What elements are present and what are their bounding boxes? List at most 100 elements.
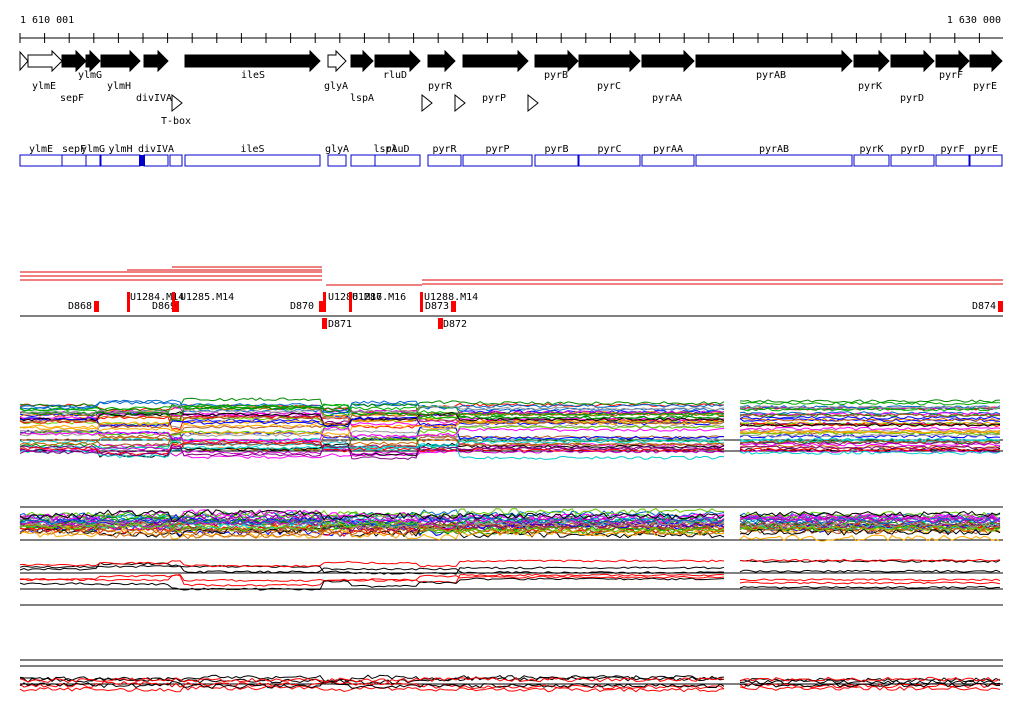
track-line [19, 680, 1001, 689]
marker [349, 292, 352, 312]
ruler-end: 1 630 000 [947, 15, 1001, 26]
gene-box-label: pyrB [544, 144, 568, 155]
gene-box-label: ylmE [29, 144, 53, 155]
marker-label: D869 [152, 301, 176, 312]
gene-label: pyrAB [756, 70, 786, 81]
gene-label: ylmG [78, 70, 102, 81]
gene-label: rluD [383, 70, 407, 81]
gene-box-label: pyrR [432, 144, 457, 155]
gene-box [184, 154, 321, 167]
gene-arrow [85, 49, 101, 73]
track-line [19, 413, 1001, 429]
gene-box-label: ileS [240, 144, 264, 155]
track-line [19, 444, 1001, 460]
gene-box-label: rluD [385, 144, 409, 155]
marker-label: D872 [443, 319, 467, 330]
marker-label: U1285.M14 [180, 292, 234, 303]
marker-label: D871 [328, 319, 352, 330]
gene-label: glyA [324, 81, 348, 92]
track-line [19, 397, 1001, 414]
gene-label: pyrP [482, 93, 506, 104]
gene-label: pyrB [544, 70, 568, 81]
gene-box [534, 154, 579, 167]
gene-box [374, 154, 421, 167]
gene-box [327, 154, 347, 167]
gene-arrow [350, 49, 374, 73]
marker [94, 301, 99, 312]
gene-box [85, 154, 101, 167]
gene-box [169, 154, 183, 167]
gene-box [641, 154, 695, 167]
track-line [19, 674, 1001, 683]
gene-label: pyrK [858, 81, 882, 92]
gene-label: divIVA [136, 93, 172, 104]
track-line [19, 676, 1001, 684]
terminator [421, 93, 433, 113]
highlight [139, 155, 145, 166]
marker [438, 318, 443, 329]
gene-box-label: pyrD [900, 144, 924, 155]
gene-box [61, 154, 87, 167]
gene-box [853, 154, 890, 167]
marker-label: U1286.M16 [328, 292, 382, 303]
gene-box-label: pyrE [974, 144, 998, 155]
gene-box-label: pyrF [940, 144, 964, 155]
gene-arrow [143, 49, 169, 73]
gene-label: ileS [241, 70, 265, 81]
gene-arrow [462, 49, 529, 73]
gene-box-label: pyrAB [759, 144, 789, 155]
gene-arrow [969, 49, 1003, 73]
track-line [19, 519, 1001, 533]
terminator [454, 93, 466, 113]
track-line [19, 520, 1001, 535]
marker [319, 301, 324, 312]
ruler-start: 1 610 001 [20, 15, 74, 26]
marker-label: D868 [68, 301, 92, 312]
gene-box [969, 154, 1003, 167]
track-line [19, 577, 1001, 591]
gene-arrow [935, 49, 970, 73]
gene-label: pyrD [900, 93, 924, 104]
gene-arrow [100, 49, 141, 73]
gene-box-label: lspA [373, 144, 397, 155]
track-line [19, 401, 1000, 417]
gene-box [427, 154, 462, 167]
terminator [171, 93, 183, 113]
marker [420, 292, 423, 312]
track-line [19, 411, 1001, 428]
marker [323, 292, 326, 312]
gene-box-label: sepF [62, 144, 86, 155]
track-line [19, 573, 1001, 582]
marker [998, 301, 1003, 312]
gene-label: pyrF [939, 70, 963, 81]
track-line [19, 431, 1001, 449]
gene-arrow [427, 49, 456, 73]
gene-arrow [641, 49, 695, 73]
gene-box-label: ylmH [108, 144, 132, 155]
marker-label: D870 [290, 301, 314, 312]
gene-arrow [578, 49, 641, 73]
marker [451, 301, 456, 312]
track-line [19, 439, 1001, 456]
marker-label: D873 [425, 301, 449, 312]
gene-label: ylmE [32, 81, 56, 92]
gene-box-label: divIVA [138, 144, 174, 155]
gene-box [695, 154, 853, 167]
gene-box [462, 154, 533, 167]
marker [172, 292, 175, 312]
gene-label: ylmH [107, 81, 131, 92]
gene-box [890, 154, 935, 167]
gene-label: pyrE [973, 81, 997, 92]
gene-arrow [327, 49, 347, 73]
gene-label: sepF [60, 93, 84, 104]
gene-arrow [534, 49, 579, 73]
track-line [19, 426, 1001, 443]
gene-box-label: glyA [325, 144, 349, 155]
terminator [527, 93, 539, 113]
track-line [19, 399, 1001, 415]
gene-arrow [27, 49, 63, 73]
feature-arrow [19, 50, 29, 72]
marker-label: U1284.M14 [130, 292, 184, 303]
track-line [19, 520, 1001, 534]
